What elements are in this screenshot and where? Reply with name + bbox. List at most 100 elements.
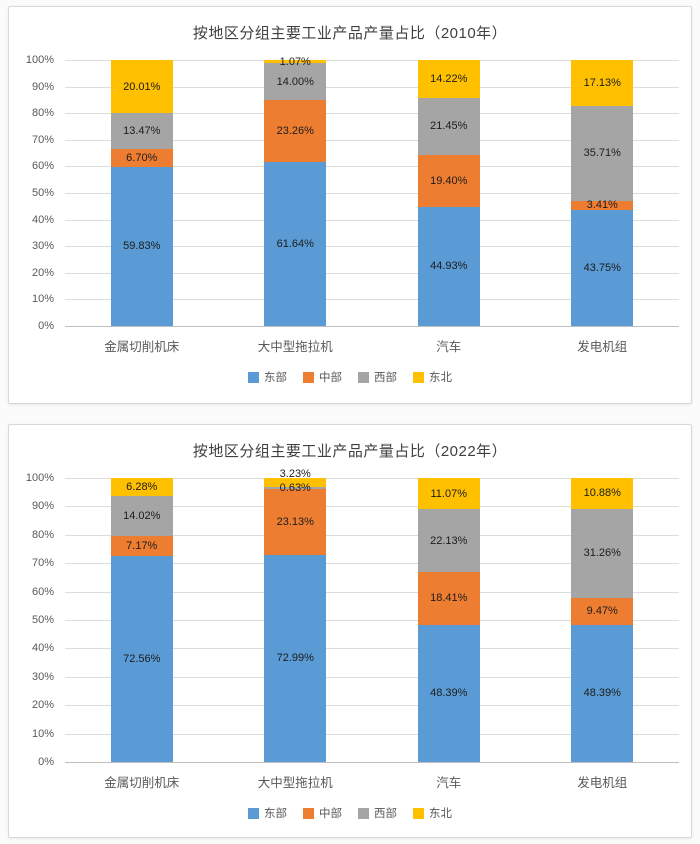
bar-segment <box>264 489 327 555</box>
stacked-bar: 72.99% 23.13% 0.63% 3.23% <box>264 468 327 762</box>
plot-area: 0% 10% 20% 30% 40% 50% 60% 70% 80% 90% 100% 59.83%… <box>19 54 681 332</box>
bar-segment <box>571 200 634 210</box>
data-label: 6.70% <box>126 151 158 164</box>
bar-segment <box>110 555 173 762</box>
y-tick-label: 100% <box>25 472 54 484</box>
legend-label: 中部 <box>319 808 342 820</box>
legend-swatch-icon <box>413 807 424 819</box>
legend-label: 西部 <box>374 372 397 384</box>
y-tick-label: 20% <box>31 699 54 712</box>
gridline <box>65 478 679 479</box>
gridline <box>65 246 679 248</box>
bar-segment <box>417 624 480 762</box>
legend: 东部 中部 西部 东北 <box>9 805 691 821</box>
gridlines <box>65 60 679 327</box>
data-label: 18.41% <box>430 592 468 605</box>
bar-segment <box>571 597 634 625</box>
data-label: 20.01% <box>123 80 161 93</box>
y-axis: 0% 10% 20% 30% 40% 50% 60% 70% 80% 90% 100% <box>19 472 59 768</box>
gridline <box>65 60 679 61</box>
legend-item: 东北 <box>413 369 452 385</box>
bar-segment <box>264 162 327 326</box>
data-label: 22.13% <box>430 534 468 547</box>
y-tick-label: 0% <box>38 756 54 768</box>
data-label: 17.13% <box>583 76 621 89</box>
data-label: 14.02% <box>123 509 161 522</box>
category-label: 金属切削机床 <box>104 776 180 790</box>
data-label: 61.64% <box>276 238 314 251</box>
data-label: 0.63% <box>279 482 311 495</box>
gridline <box>65 166 679 168</box>
bars: 72.56% 7.17% 14.02% 6.28% 72.99% 23.13% 0.63% 3… <box>65 468 679 762</box>
bar-segment <box>571 624 634 762</box>
gridline <box>65 591 679 593</box>
x-axis-labels: 金属切削机床 大中型拖拉机 汽车 发电机组 <box>65 336 679 355</box>
data-label: 13.47% <box>123 125 161 138</box>
bar-segment <box>110 59 173 114</box>
bar-segment <box>417 206 480 326</box>
x-axis-line <box>65 326 679 327</box>
bar-segment <box>417 509 480 573</box>
y-tick-label: 30% <box>31 240 54 253</box>
data-label: 9.47% <box>586 605 618 618</box>
legend-label: 西部 <box>374 808 397 820</box>
category-label: 发电机组 <box>577 776 628 790</box>
y-tick-label: 100% <box>25 54 54 66</box>
data-label: 19.40% <box>430 174 468 187</box>
data-label: 21.45% <box>430 120 468 133</box>
y-axis: 0% 10% 20% 30% 40% 50% 60% 70% 80% 90% 100% <box>19 54 59 332</box>
gridline <box>65 299 679 301</box>
data-label: 6.28% <box>126 480 158 493</box>
chart-title: 按地区分组主要工业产品产量占比（2022年） <box>192 443 508 460</box>
bar-segment <box>264 60 327 63</box>
x-axis-line <box>65 762 679 763</box>
data-label: 3.41% <box>586 199 618 212</box>
legend-swatch-icon <box>413 371 424 383</box>
gridline <box>65 676 679 678</box>
category-label: 汽车 <box>436 776 462 790</box>
bar-segment <box>110 149 173 167</box>
chart-title: 按地区分组主要工业产品产量占比（2010年） <box>192 25 508 42</box>
bar-segment <box>110 535 173 556</box>
bars: 59.83% 6.70% 13.47% 20.01% 61.64% 23.26% 14.00… <box>65 56 679 326</box>
bar-segment <box>264 478 327 488</box>
y-tick-label: 90% <box>31 80 54 93</box>
legend: 东部 中部 西部 东北 <box>9 369 691 385</box>
y-tick-label: 0% <box>38 320 54 332</box>
stacked-bar: 48.39% 18.41% 22.13% 11.07% <box>417 478 480 762</box>
data-label: 23.26% <box>276 125 314 138</box>
data-label: 48.39% <box>583 687 621 700</box>
stacked-bar: 48.39% 9.47% 31.26% 10.88% <box>571 478 634 762</box>
bar-slot: 72.56% 7.17% 14.02% 6.28% <box>65 477 219 762</box>
data-label: 72.99% <box>276 652 314 665</box>
gridline <box>65 219 679 221</box>
y-tick-label: 90% <box>31 500 54 513</box>
bar-segment <box>264 100 327 163</box>
legend-swatch-icon <box>248 807 259 819</box>
legend-label: 东部 <box>264 808 287 820</box>
category-label: 大中型拖拉机 <box>257 340 333 354</box>
data-label: 48.39% <box>430 687 468 700</box>
y-tick-label: 70% <box>31 133 54 146</box>
legend-item: 中部 <box>303 369 342 385</box>
data-label: 3.23% <box>279 468 311 481</box>
gridline <box>65 113 679 115</box>
gridline <box>65 563 679 565</box>
gridlines <box>65 478 679 763</box>
data-label: 14.00% <box>276 75 314 88</box>
data-label: 43.75% <box>583 261 621 274</box>
y-tick-label: 80% <box>31 107 54 120</box>
stacked-bar: 61.64% 23.26% 14.00% 1.07% <box>264 56 327 326</box>
gridline <box>65 506 679 508</box>
bar-segment <box>571 508 634 598</box>
y-tick-label: 10% <box>31 293 54 306</box>
data-label: 59.83% <box>123 240 161 253</box>
bar-segment <box>110 113 173 150</box>
bar-segment <box>417 154 480 207</box>
y-tick-label: 60% <box>31 585 54 598</box>
data-label: 23.13% <box>276 515 314 528</box>
bar-segment <box>110 166 173 326</box>
y-tick-label: 40% <box>31 642 54 655</box>
stacked-bar: 72.56% 7.17% 14.02% 6.28% <box>110 477 173 762</box>
legend-item: 东部 <box>248 805 287 821</box>
